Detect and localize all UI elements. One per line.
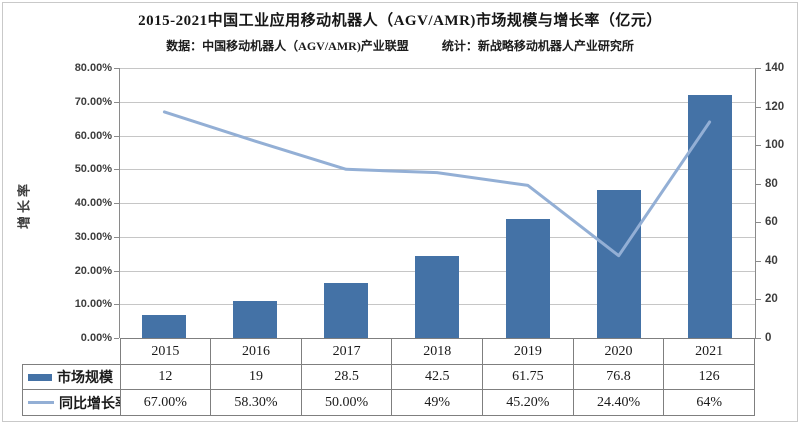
right-axis-tick [755,145,761,147]
legend-cell: 市场规模 [22,364,121,390]
year-cell: 2017 [300,338,393,365]
left-axis-tick-label: 50.00% [74,163,112,176]
bar-legend-swatch-icon [28,373,52,381]
right-axis-tick [755,299,761,301]
left-axis-tick [114,338,119,339]
right-axis-tick [755,260,761,262]
value-cell: 45.20% [482,389,574,416]
value-cell: 64% [663,389,755,416]
bar-2018 [415,256,459,338]
left-axis-tick-label: 60.00% [74,129,112,142]
left-axis-tick-label: 20.00% [74,264,112,277]
value-cell: 50.00% [300,389,393,416]
gridline [119,101,755,103]
subtitle-stats: 统计：新战略移动机器人产业研究所 [441,39,634,53]
legend-label: 市场规模 [57,371,113,386]
value-cell: 24.40% [572,389,665,416]
growth-rate-polyline [162,110,712,258]
value-cell: 76.8 [572,364,665,390]
left-axis-tick [114,68,119,69]
left-axis-line [119,68,120,338]
right-axis-tick-label: 100 [765,139,785,152]
chart-subtitle: 数据：中国移动机器人（AGV/AMR)产业联盟 统计：新战略移动机器人产业研究所 [0,37,800,54]
data-table: 2015 2016 2017 2018 2019 2020 2021 市场规模 12 19 28.5… [22,338,755,416]
right-axis-tick [755,106,761,108]
bar-2020 [596,189,641,338]
right-axis-tick-label: 120 [765,100,785,113]
year-cell: 2019 [482,338,574,365]
right-axis-tick [755,222,761,224]
gridline [119,68,755,69]
right-axis-tick-label: 60 [765,216,778,229]
right-axis-tick [755,183,761,185]
subtitle-source: 数据：中国移动机器人（AGV/AMR)产业联盟 [166,39,409,53]
gridline [119,135,755,137]
value-cell: 126 [663,364,755,390]
right-axis-tick-label: 40 [765,254,778,267]
right-axis-tick-label: 80 [765,177,778,190]
chart-title: 2015-2021中国工业应用移动机器人（AGV/AMR)市场规模与增长率（亿元… [138,13,662,29]
bar-2015 [142,314,187,338]
left-axis-tick-label: 40.00% [74,197,112,209]
right-axis-tick [755,338,761,339]
year-cell: 2021 [663,338,755,365]
value-cell: 28.5 [300,364,393,390]
left-axis-tick [114,135,119,137]
left-axis-tick-label: 30.00% [74,230,112,243]
line-legend-swatch-icon [28,401,54,404]
left-axis-tick [114,304,119,306]
left-axis-tick [114,236,119,238]
left-axis-tick [114,101,119,103]
year-cell: 2016 [210,338,302,365]
value-cell: 42.5 [391,364,484,390]
value-cell: 58.30% [210,389,302,416]
left-axis-tick-label: 70.00% [74,95,112,108]
bar-2021 [687,95,732,338]
left-axis-tick [114,270,119,272]
left-axis-tick [114,169,119,171]
table-corner-blank [23,339,121,365]
year-cell: 2018 [391,338,484,365]
value-cell: 49% [391,389,484,416]
left-axis-tick-label: 80.00% [74,62,112,74]
left-axis-tick-label: 0.00% [80,332,112,344]
gridline [119,169,755,171]
right-axis-tick-label: 140 [765,62,785,74]
left-axis-tick [114,203,119,204]
year-cell: 2020 [572,338,665,365]
legend-cell: 同比增长率 [22,389,121,416]
gridline [119,236,755,238]
growth-rate-line [162,110,712,258]
value-cell: 12 [119,364,212,390]
left-axis-tick-label: 10.00% [74,298,112,311]
value-cell: 61.75 [482,364,574,390]
bar-2019 [505,218,550,338]
right-axis-line [755,68,756,338]
bar-2017 [324,283,369,338]
value-cell: 19 [210,364,302,390]
right-axis-tick-label: 20 [765,293,778,306]
year-cell: 2015 [119,338,212,365]
gridline [119,203,755,204]
bar-2016 [233,301,278,338]
right-axis-tick [755,68,761,69]
right-axis-tick-label: 0 [765,332,772,344]
value-cell: 67.00% [119,389,212,416]
legend-label: 同比增长率 [59,396,119,412]
